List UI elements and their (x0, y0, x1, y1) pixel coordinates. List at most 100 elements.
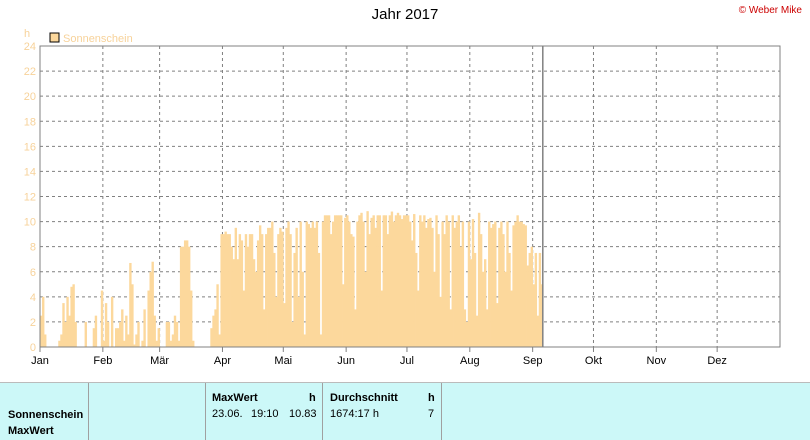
sunshine-bar (92, 328, 96, 347)
sunshine-bar (115, 328, 118, 347)
sunshine-bar (40, 315, 43, 347)
stats-divider (88, 383, 89, 440)
sunshine-bar (453, 227, 456, 347)
sunshine-bar (179, 246, 183, 347)
sunshine-bar (443, 234, 446, 348)
sunshine-bar (210, 328, 213, 347)
average-total: 1674:17 h (330, 408, 379, 420)
sunshine-bar (390, 211, 394, 347)
sunshine-bar (155, 340, 158, 347)
sunshine-bar (230, 246, 233, 347)
sunshine-bar (299, 221, 302, 347)
sunshine-bar (388, 215, 392, 347)
sunshine-bar (402, 215, 406, 347)
stats-divider (205, 383, 206, 440)
sunshine-bar (451, 215, 454, 347)
sunshine-bar (380, 290, 383, 347)
sunshine-bar (143, 309, 146, 348)
sunshine-bar (129, 262, 132, 347)
sunshine-bar (512, 225, 515, 347)
sunshine-bar (368, 234, 371, 348)
sunshine-bar (352, 236, 355, 347)
sunshine-bar (236, 259, 240, 347)
sunshine-bar (427, 219, 430, 347)
sunshine-bar (68, 315, 71, 347)
sunshine-bar (240, 240, 244, 347)
month-label: Feb (93, 355, 112, 367)
sunshine-bar (133, 344, 136, 347)
sunshine-bar (141, 340, 144, 347)
month-label: Dez (707, 355, 727, 367)
sunshine-bar (127, 334, 130, 347)
sunshine-bar (190, 290, 193, 347)
month-label: Nov (647, 355, 667, 367)
sunshine-bar (323, 215, 327, 347)
legend: Sonnenschein (49, 32, 133, 45)
sunshine-bar (449, 309, 452, 348)
month-label: Jul (400, 355, 414, 367)
sunshine-bar (392, 221, 396, 347)
sunshine-bar (177, 340, 181, 347)
sunshine-bar (94, 315, 98, 347)
sunshine-bar (121, 309, 124, 348)
sunshine-bar (398, 215, 402, 347)
sunshine-bar (516, 215, 519, 347)
sunshine-bar (415, 252, 418, 347)
sunshine-bar (372, 215, 375, 347)
sunshine-bar (338, 215, 341, 347)
sunshine-bar (271, 221, 274, 347)
maxwert-date: 23.06. (212, 408, 243, 420)
sunshine-bar (378, 215, 381, 347)
sunshine-bar (356, 221, 359, 347)
sunshine-bar (64, 321, 67, 347)
sunshine-bar (125, 315, 128, 347)
sunshine-bar (254, 271, 258, 347)
sunshine-bar (404, 215, 408, 347)
y-tick-label: 2 (30, 317, 36, 329)
sunshine-bar (528, 252, 531, 347)
sunshine-bar (366, 211, 369, 347)
sunshine-bar (342, 284, 345, 347)
sunshine-bar (423, 215, 426, 347)
sunshine-bar (496, 303, 499, 347)
sunshine-bar (137, 321, 140, 347)
sunshine-bar (536, 315, 540, 347)
sunshine-bar (119, 321, 122, 347)
sunshine-bar (382, 215, 386, 347)
sunshine-bar (307, 224, 310, 347)
y-tick-label: 0 (30, 342, 36, 354)
sunshine-bar (157, 328, 160, 347)
sunshine-bar (216, 284, 219, 347)
sunshine-bar (504, 271, 507, 347)
sunshine-bar (131, 284, 134, 347)
sunshine-bar (60, 334, 63, 347)
sunshine-bar (481, 271, 485, 347)
sunshine-bar (277, 234, 280, 348)
sunshine-bar (72, 284, 75, 347)
maxwert-header: MaxWert (212, 392, 258, 404)
grid-lines (40, 45, 780, 347)
sunshine-bar (524, 225, 527, 347)
sunshine-bar (522, 224, 525, 347)
y-axis-unit: h (24, 28, 30, 40)
sunshine-bar (492, 224, 495, 347)
data-bars (40, 211, 544, 348)
sunshine-bar (42, 296, 45, 347)
y-tick-label: 4 (30, 292, 36, 304)
sunshine-bar (218, 334, 221, 347)
sunshine-bar (348, 221, 351, 347)
sunshine-bar (102, 340, 106, 347)
sunshine-bar (291, 321, 294, 347)
sunshine-bar (313, 227, 317, 347)
sunshine-bar (488, 221, 491, 347)
y-tick-label: 8 (30, 242, 36, 254)
sunshine-bar (384, 215, 388, 347)
y-tick-label: 20 (24, 91, 36, 103)
month-label: Aug (460, 355, 480, 367)
sunshine-bar (44, 334, 47, 347)
sunshine-bar (417, 290, 420, 347)
sunshine-bar (279, 227, 282, 347)
sunshine-bar (117, 328, 120, 347)
sunshine-bar (234, 227, 238, 347)
